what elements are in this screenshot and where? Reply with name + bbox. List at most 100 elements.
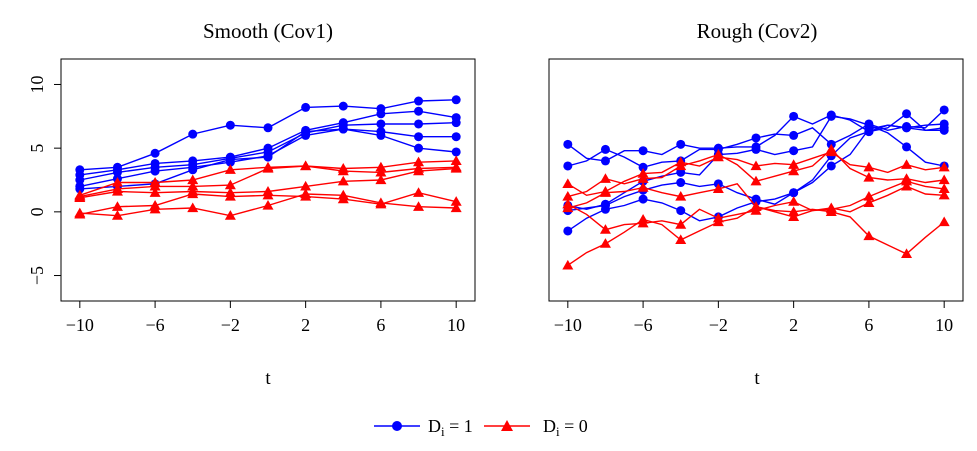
data-point: [938, 216, 950, 227]
data-point: [675, 219, 687, 229]
data-point: [675, 234, 687, 244]
data-point: [338, 101, 348, 111]
data-point: [938, 161, 950, 172]
data-point: [187, 174, 199, 185]
data-point: [337, 175, 349, 186]
data-point: [599, 238, 611, 248]
data-point: [262, 163, 274, 173]
data-point: [902, 109, 912, 119]
data-point: [750, 175, 762, 186]
data-point: [712, 149, 724, 159]
y-tick-label: 5: [27, 144, 47, 153]
data-point: [562, 191, 574, 201]
data-point: [451, 95, 461, 105]
data-point: [112, 167, 122, 177]
data-point: [750, 160, 762, 171]
data-point: [563, 139, 573, 149]
x-tick-label: 2: [789, 315, 798, 335]
data-point: [637, 213, 649, 224]
data-point: [939, 105, 949, 115]
data-point: [901, 159, 913, 169]
data-point: [150, 148, 160, 158]
data-point: [263, 152, 273, 162]
data-point: [337, 189, 349, 200]
legend-marker-d0: [501, 420, 513, 431]
data-point: [863, 230, 875, 241]
data-point: [450, 163, 462, 173]
data-point: [789, 146, 799, 156]
data-point: [338, 124, 348, 134]
x-tick-label: −6: [634, 315, 653, 335]
data-point: [375, 197, 387, 208]
data-point: [599, 224, 611, 234]
data-point: [225, 120, 235, 130]
data-point: [789, 188, 799, 198]
x-tick-label: 10: [447, 315, 465, 335]
data-point: [224, 210, 236, 220]
data-point: [262, 189, 274, 200]
data-point: [451, 132, 461, 142]
x-axis-label-rough: t: [754, 368, 760, 389]
data-point: [149, 180, 161, 191]
data-point: [637, 173, 649, 183]
series-group-rough: [562, 105, 950, 270]
data-point: [938, 183, 950, 194]
data-point: [863, 197, 875, 208]
legend-label-d0: Di = 0: [543, 416, 588, 439]
data-point: [262, 199, 274, 210]
data-point: [825, 206, 837, 216]
data-point: [788, 159, 800, 169]
data-point: [826, 111, 836, 121]
data-point: [413, 187, 425, 197]
data-point: [187, 188, 199, 199]
data-point: [376, 130, 386, 140]
x-axis-rough: −10 −6 −2 2 6 10: [554, 300, 953, 335]
x-tick-label: −10: [66, 315, 94, 335]
data-point: [825, 143, 837, 154]
data-point: [450, 196, 462, 206]
data-point: [675, 191, 687, 201]
data-point: [337, 165, 349, 176]
data-point: [864, 124, 874, 134]
data-point: [562, 259, 574, 270]
data-point: [938, 174, 950, 185]
data-point: [788, 165, 800, 176]
data-point: [676, 178, 686, 188]
data-point: [300, 160, 312, 171]
data-point: [375, 161, 387, 172]
data-point: [188, 129, 198, 139]
x-tick-label: −2: [221, 315, 240, 335]
data-point: [826, 161, 836, 171]
data-point: [224, 179, 236, 190]
data-point: [111, 201, 123, 211]
x-axis-smooth: −10 −6 −2 2 6 10: [66, 300, 465, 335]
data-point: [676, 206, 686, 216]
data-point: [74, 207, 86, 218]
data-point: [788, 211, 800, 222]
y-tick-label: −5: [27, 266, 47, 285]
data-point: [901, 175, 913, 186]
data-point: [750, 201, 762, 211]
data-point: [224, 164, 236, 174]
data-point: [301, 102, 311, 112]
x-tick-label: 6: [376, 315, 385, 335]
data-point: [563, 226, 573, 236]
data-point: [751, 144, 761, 154]
data-point: [188, 165, 198, 175]
x-axis-label-smooth: t: [265, 368, 271, 389]
data-point: [413, 165, 425, 176]
data-point: [263, 123, 273, 133]
series-line-rough-10: [567, 205, 945, 266]
data-point: [225, 155, 235, 165]
data-point: [638, 194, 648, 204]
x-tick-label: −6: [146, 315, 165, 335]
data-point: [111, 185, 123, 196]
data-point: [562, 202, 574, 213]
data-point: [939, 125, 949, 135]
data-point: [788, 206, 800, 216]
x-tick-label: 10: [935, 315, 953, 335]
panel-rough: Rough (Cov2) −10 −6 −2 2 6 10 t: [548, 19, 964, 389]
data-point: [187, 180, 199, 191]
data-point: [149, 203, 161, 214]
